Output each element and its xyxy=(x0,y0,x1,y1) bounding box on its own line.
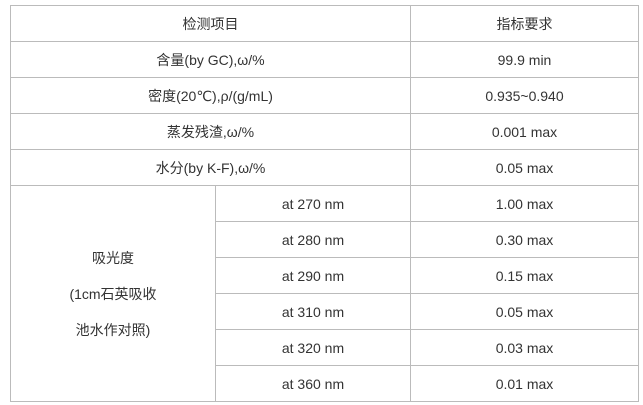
label-line: (1cm石英吸收 xyxy=(69,285,157,302)
requirement-cell: 0.15 max xyxy=(410,257,639,294)
wavelength-cell: at 320 nm xyxy=(215,329,411,366)
requirement-cell: 0.05 max xyxy=(410,293,639,330)
absorbance-row: at 320 nm 0.03 max xyxy=(11,329,639,366)
requirement-cell: 99.9 min xyxy=(410,41,639,78)
label-line: 吸光度 xyxy=(92,249,134,266)
header-row: 检测项目 指标要求 xyxy=(10,5,639,42)
requirement-cell: 1.00 max xyxy=(410,185,639,222)
label-line: 池水作对照) xyxy=(75,321,151,338)
item-cell: 蒸发残渣,ω/% xyxy=(10,113,411,150)
wavelength-cell: at 280 nm xyxy=(215,221,411,258)
requirement-cell: 0.05 max xyxy=(410,149,639,186)
row: 含量(by GC),ω/% 99.9 min xyxy=(10,41,639,78)
absorbance-row: at 280 nm 0.30 max xyxy=(11,221,639,258)
row: 水分(by K-F),ω/% 0.05 max xyxy=(10,149,639,186)
header-cell: 检测项目 xyxy=(10,5,411,42)
row: 蒸发残渣,ω/% 0.001 max xyxy=(10,113,639,150)
header-cell: 指标要求 xyxy=(410,5,639,42)
item-cell: 水分(by K-F),ω/% xyxy=(10,149,411,186)
absorbance-row: at 290 nm 0.15 max xyxy=(11,257,639,294)
wavelength-cell: at 310 nm xyxy=(215,293,411,330)
absorbance-row: 吸光度 (1cm石英吸收 池水作对照) at 270 nm 1.00 max xyxy=(10,185,639,402)
requirement-cell: 0.01 max xyxy=(410,365,639,402)
wavelength-cell: at 270 nm xyxy=(215,185,411,222)
requirement-cell: 0.03 max xyxy=(410,329,639,366)
requirement-cell: 0.001 max xyxy=(410,113,639,150)
item-cell: 密度(20℃),ρ/(g/mL) xyxy=(10,77,411,114)
wavelength-cell: at 360 nm xyxy=(215,365,411,402)
requirement-cell: 0.30 max xyxy=(410,221,639,258)
spec-table: 检测项目 指标要求 含量(by GC),ω/% 99.9 min 密度(20℃),ρ… xyxy=(10,5,639,402)
wavelength-cell: at 290 nm xyxy=(215,257,411,294)
absorbance-row: at 360 nm 0.01 max xyxy=(11,365,639,402)
row: 密度(20℃),ρ/(g/mL) 0.935~0.940 xyxy=(10,77,639,114)
absorbance-row: at 310 nm 0.05 max xyxy=(11,293,639,330)
table-body: 检测项目 指标要求 含量(by GC),ω/% 99.9 min 密度(20℃),ρ… xyxy=(10,5,639,402)
absorbance-label: 吸光度 (1cm石英吸收 池水作对照) xyxy=(10,185,216,402)
item-cell: 含量(by GC),ω/% xyxy=(10,41,411,78)
requirement-cell: 0.935~0.940 xyxy=(410,77,639,114)
